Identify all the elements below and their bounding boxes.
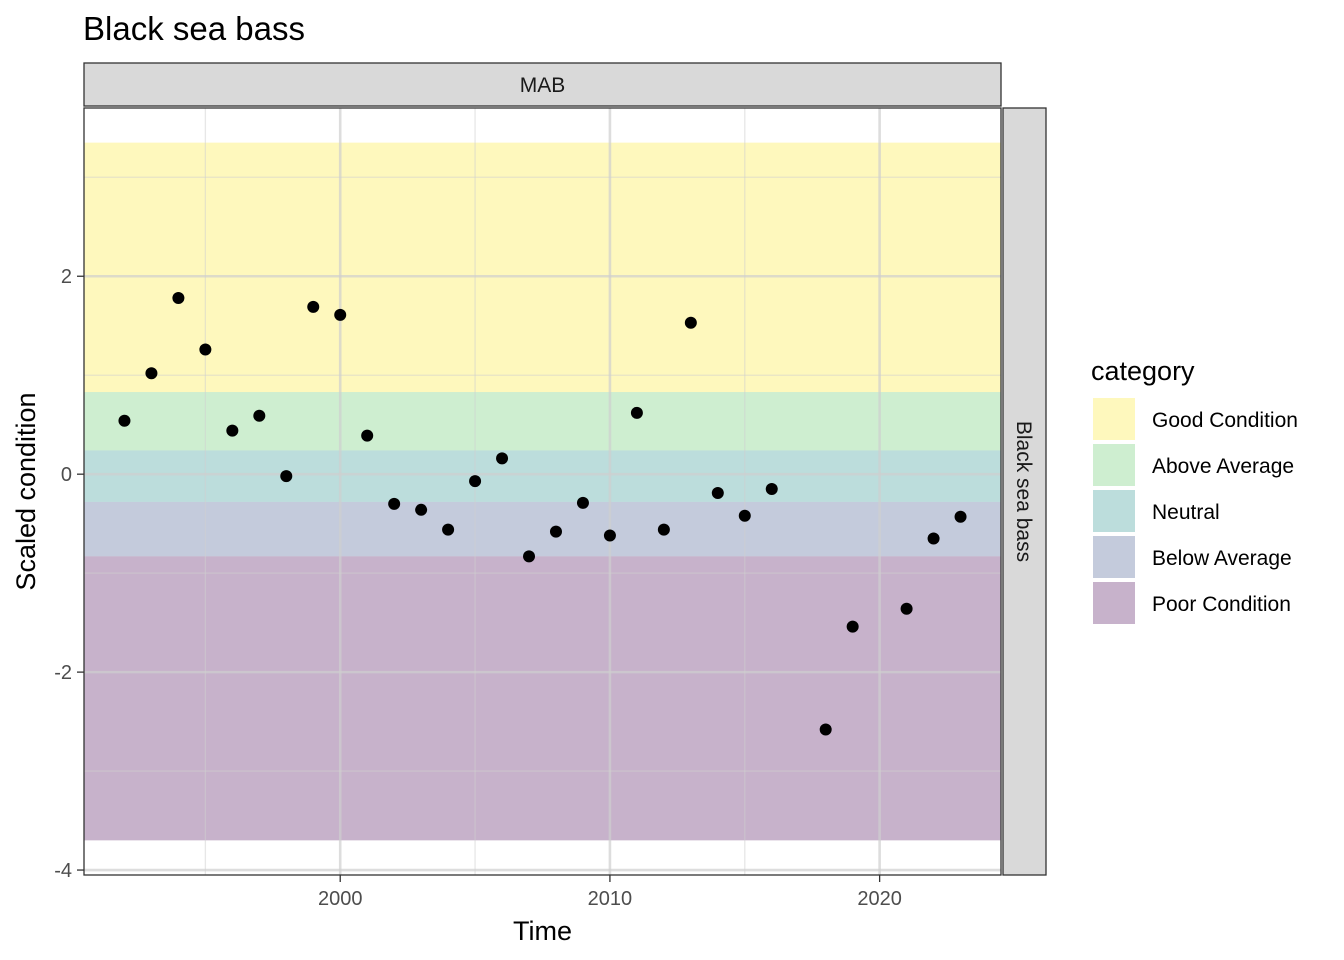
data-point bbox=[819, 723, 832, 736]
x-axis-ticks: 2000 2010 2020 bbox=[318, 875, 902, 910]
legend-item-label: Below Average bbox=[1152, 547, 1292, 570]
legend-key-bg bbox=[1093, 536, 1135, 578]
band-poor-condition bbox=[84, 556, 1001, 841]
y-axis-title: Scaled condition bbox=[11, 392, 41, 590]
data-point bbox=[657, 523, 670, 536]
facet-strip-top bbox=[83, 62, 1002, 107]
legend-key-swatch bbox=[1093, 582, 1135, 624]
y-tick-label: 0 bbox=[61, 464, 72, 486]
category-bands bbox=[84, 142, 1001, 841]
data-point bbox=[361, 429, 374, 442]
legend-item-label: Poor Condition bbox=[1152, 593, 1291, 616]
legend-item-label: Above Average bbox=[1152, 455, 1294, 478]
data-point bbox=[226, 424, 239, 437]
data-point bbox=[172, 292, 185, 305]
data-points bbox=[118, 292, 967, 736]
data-point bbox=[496, 452, 509, 465]
legend-item-label: Neutral bbox=[1152, 501, 1220, 524]
data-point bbox=[603, 529, 616, 542]
legend-key-bg bbox=[1093, 398, 1135, 440]
y-tick-label: -4 bbox=[54, 860, 72, 882]
plot-panel-background bbox=[84, 108, 1001, 875]
y-tick-label: -2 bbox=[54, 662, 72, 684]
data-point bbox=[523, 550, 536, 563]
data-point bbox=[442, 523, 455, 536]
x-axis-title: Time bbox=[513, 916, 572, 946]
data-point bbox=[118, 414, 131, 427]
data-point bbox=[307, 300, 320, 313]
data-point bbox=[334, 308, 347, 321]
y-tick-label: 2 bbox=[61, 266, 72, 288]
band-below-average bbox=[84, 501, 1001, 557]
legend-title: category bbox=[1091, 356, 1195, 386]
data-point bbox=[927, 532, 940, 545]
legend-item-label: Good Condition bbox=[1152, 409, 1298, 432]
legend-items: Good Condition Above Average Neutral Below … bbox=[1093, 398, 1298, 624]
data-point bbox=[711, 486, 724, 499]
data-point bbox=[954, 510, 967, 523]
data-point bbox=[765, 483, 778, 496]
facet-strip-right bbox=[1002, 107, 1047, 876]
data-point bbox=[469, 475, 482, 488]
legend-key-swatch bbox=[1093, 398, 1135, 440]
legend-key-swatch bbox=[1093, 490, 1135, 532]
data-point bbox=[145, 367, 158, 380]
data-point bbox=[199, 343, 212, 356]
plot-panel-border bbox=[83, 107, 1002, 876]
legend-key-bg bbox=[1093, 444, 1135, 486]
data-point bbox=[900, 602, 913, 615]
legend: category Good Condition Above Average Neut… bbox=[1091, 356, 1298, 624]
x-tick-label: 2010 bbox=[588, 888, 633, 910]
band-good-condition bbox=[84, 142, 1001, 393]
data-point bbox=[576, 496, 589, 509]
data-point bbox=[684, 316, 697, 329]
band-neutral bbox=[84, 450, 1001, 502]
grid-lines bbox=[84, 108, 1001, 875]
legend-key-bg bbox=[1093, 582, 1135, 624]
data-point bbox=[280, 470, 293, 483]
facet-label-top: MAB bbox=[520, 74, 566, 97]
data-point bbox=[846, 620, 859, 633]
legend-key-bg bbox=[1093, 490, 1135, 532]
facet-label-right: Black sea bass bbox=[1012, 421, 1035, 562]
data-point bbox=[630, 406, 643, 419]
data-point bbox=[253, 409, 266, 422]
legend-key-swatch bbox=[1093, 536, 1135, 578]
data-point bbox=[388, 497, 401, 510]
y-axis-ticks: -4 -2 0 2 bbox=[54, 266, 84, 882]
data-point bbox=[549, 525, 562, 538]
x-tick-label: 2020 bbox=[857, 888, 902, 910]
legend-key-swatch bbox=[1093, 444, 1135, 486]
data-point bbox=[415, 503, 428, 516]
data-point bbox=[738, 509, 751, 522]
band-above-average bbox=[84, 392, 1001, 451]
chart-title: Black sea bass bbox=[83, 10, 305, 47]
x-tick-label: 2000 bbox=[318, 888, 363, 910]
